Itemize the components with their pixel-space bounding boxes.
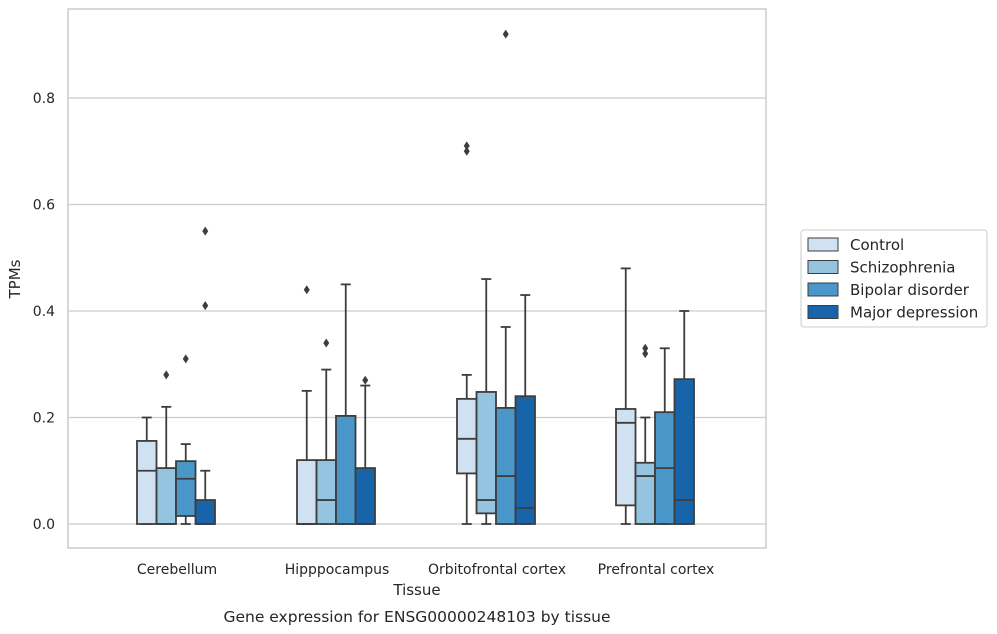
plot-frame <box>67 8 767 549</box>
outlier-point <box>463 146 470 156</box>
box-body <box>175 460 197 517</box>
y-tick-label: 0.8 <box>33 91 55 107</box>
outlier-point <box>182 354 189 364</box>
y-tick-label: 0.6 <box>33 198 55 214</box>
legend-swatch <box>807 282 839 297</box>
outlier-point <box>463 141 470 151</box>
legend-label: Control <box>850 236 904 254</box>
box-major-depression <box>673 310 695 525</box>
box-body <box>315 459 337 525</box>
box-schizophrenia <box>315 338 337 525</box>
x-tick-label: Orbitofrontal cortex <box>428 562 566 578</box>
x-axis-label: Tissue <box>392 581 440 599</box>
outlier-point <box>362 375 369 385</box>
box-control <box>296 285 318 525</box>
outlier-point <box>202 226 209 236</box>
legend-label: Major depression <box>850 304 978 322</box>
box-control <box>136 416 158 525</box>
box-schizophrenia <box>155 370 177 525</box>
outlier-point <box>642 343 649 353</box>
box-control <box>456 141 478 525</box>
boxplot-marks <box>136 29 695 525</box>
legend-label: Schizophrenia <box>850 259 955 277</box>
legend: Control Schizophrenia Bipolar disorder Majo… <box>800 229 988 328</box>
legend-swatch <box>807 237 839 252</box>
box-bipolar-disorder <box>654 347 676 525</box>
box-major-depression <box>514 294 536 525</box>
box-major-depression <box>354 375 376 525</box>
box-body <box>456 397 478 475</box>
box-control <box>615 267 637 525</box>
legend-swatch <box>807 305 839 319</box>
legend-swatch <box>807 260 839 274</box>
y-tick-label: 0.2 <box>33 411 55 427</box>
y-tick-label: 0.0 <box>33 517 55 533</box>
x-tick-label: Hipppocampus <box>285 562 390 578</box>
box-bipolar-disorder <box>335 283 357 525</box>
legend-frame <box>800 229 988 328</box>
y-tick-labels: 0.0 0.2 0.4 0.6 0.8 <box>33 91 55 533</box>
legend-label: Bipolar disorder <box>850 281 970 299</box>
box-body <box>155 467 177 525</box>
box-body <box>296 459 318 525</box>
y-axis-label: TPMs <box>6 259 24 299</box>
box-bipolar-disorder <box>175 354 197 525</box>
figure-caption: Gene expression for ENSG00000248103 by t… <box>223 608 610 626</box>
box-body <box>673 378 695 525</box>
outlier-point <box>303 285 310 295</box>
box-schizophrenia <box>634 343 656 525</box>
box-body <box>495 407 517 525</box>
box-body <box>335 415 357 525</box>
box-body <box>475 391 497 515</box>
y-tick-label: 0.4 <box>33 304 55 320</box>
box-body <box>136 440 158 525</box>
box-body <box>514 395 536 525</box>
outlier-point <box>502 29 509 39</box>
box-bipolar-disorder <box>495 29 517 525</box>
box-body <box>634 461 656 525</box>
x-tick-label: Prefrontal cortex <box>598 562 715 578</box>
outlier-point <box>202 301 209 311</box>
box-body <box>354 467 376 525</box>
x-tick-label: Cerebellum <box>137 562 217 578</box>
outlier-point <box>323 338 330 348</box>
box-schizophrenia <box>475 278 497 525</box>
outlier-point <box>642 349 649 359</box>
box-major-depression <box>194 226 216 525</box>
outlier-point <box>163 370 170 380</box>
box-body <box>194 499 216 525</box>
box-body <box>615 408 637 507</box>
x-tick-labels: Cerebellum Hipppocampus Orbitofrontal cort… <box>137 562 714 578</box>
